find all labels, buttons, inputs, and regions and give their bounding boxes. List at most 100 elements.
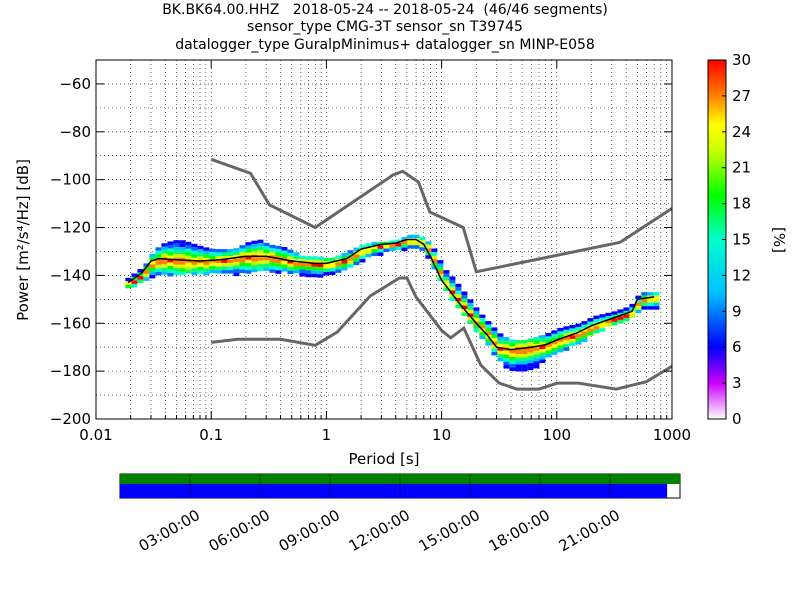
heatmap-cell — [329, 261, 336, 265]
heatmap-cell — [179, 243, 186, 248]
heatmap-cell — [557, 345, 564, 349]
heatmap-cell — [245, 256, 252, 260]
heatmap-cell — [395, 243, 402, 247]
heatmap-cell — [449, 286, 456, 291]
processed-coverage-bar — [120, 484, 668, 498]
heatmap-cell — [569, 342, 576, 346]
heatmap-cell — [179, 268, 186, 272]
heatmap-cell — [281, 254, 288, 258]
y-tick-label: −120 — [50, 219, 91, 237]
heatmap-cell — [377, 252, 384, 256]
heatmap-cell — [551, 347, 558, 352]
heatmap-cell — [257, 267, 264, 272]
heatmap-cell — [491, 334, 498, 338]
heatmap-cell — [533, 354, 540, 358]
heatmap-cell — [179, 271, 186, 276]
heatmap-cell — [515, 340, 522, 344]
heatmap-cell — [215, 259, 222, 264]
heatmap-cell — [149, 260, 156, 265]
heatmap-cell — [257, 246, 264, 251]
heatmap-cell — [161, 253, 168, 258]
y-tick-label: −180 — [50, 362, 91, 380]
heatmap-cell — [155, 257, 162, 262]
heatmap-cell — [263, 267, 270, 271]
heatmap-cell — [569, 331, 576, 336]
heatmap-cell — [179, 240, 186, 244]
heatmap-cell — [227, 266, 234, 271]
heatmap-cell — [263, 253, 270, 257]
heatmap-cell — [191, 268, 198, 272]
heatmap-cell — [545, 350, 552, 354]
heatmap-cell — [461, 305, 468, 310]
heatmap-cell — [215, 252, 222, 257]
heatmap-cell — [401, 240, 408, 245]
heatmap-cell — [551, 337, 558, 341]
heatmap-cell — [425, 241, 432, 245]
heatmap-cell — [491, 337, 498, 342]
colorbar-tick-label: 12 — [732, 266, 751, 284]
heatmap-cell — [143, 273, 150, 278]
chart-title-line-2: sensor_type CMG-3T sensor_sn T39745 — [247, 19, 523, 35]
heatmap-cell — [497, 336, 504, 341]
heatmap-cell — [557, 341, 564, 346]
chart-title-line-1: BK.BK64.00.HHZ 2018-05-24 -- 2018-05-24 … — [162, 2, 608, 18]
heatmap-cell — [485, 331, 492, 336]
y-tick-label: −80 — [59, 123, 91, 141]
y-tick-label: −140 — [50, 266, 91, 284]
heatmap-cell — [521, 350, 528, 355]
heatmap-cell — [275, 249, 282, 253]
colorbar-tick-label: 18 — [732, 195, 751, 213]
heatmap-cell — [533, 350, 540, 355]
heatmap-cell — [563, 343, 570, 348]
heatmap-cell — [341, 259, 348, 264]
heatmap-cell — [509, 363, 516, 368]
heatmap-cell — [233, 258, 240, 263]
heatmap-cell — [599, 328, 606, 332]
heatmap-cell — [197, 263, 204, 267]
heatmap-cell — [239, 262, 246, 267]
heatmap-cell — [323, 268, 330, 273]
heatmap-cell — [455, 283, 462, 288]
heatmap-cell — [215, 266, 222, 271]
heatmap-cell — [239, 252, 246, 256]
heatmap-cell — [317, 256, 324, 261]
heatmap-cell — [269, 244, 276, 249]
heatmap-cell — [251, 251, 258, 255]
heatmap-cell — [161, 243, 168, 247]
heatmap-cell — [509, 367, 516, 371]
heatmap-cell — [575, 341, 582, 345]
x-tick-label: 10 — [432, 426, 451, 444]
heatmap-cell — [227, 270, 234, 274]
heatmap-cell — [173, 264, 180, 269]
heatmap-cell — [335, 262, 342, 266]
heatmap-cell — [461, 302, 468, 306]
colorbar-tick-label: 9 — [732, 302, 742, 320]
heatmap-cell — [347, 264, 354, 268]
heatmap-cell — [449, 276, 456, 280]
heatmap-cell — [335, 269, 342, 273]
heatmap-cell — [647, 299, 654, 303]
heatmap-cell — [209, 252, 216, 256]
heatmap-cell — [611, 311, 618, 315]
heatmap-cell — [179, 247, 186, 251]
heatmap-cell — [305, 263, 312, 267]
heatmap-cell — [509, 339, 516, 343]
heatmap-cell — [287, 260, 294, 264]
coverage-time-label: 09:00:00 — [276, 506, 343, 555]
heatmap-cell — [593, 319, 600, 323]
heatmap-cell — [233, 272, 240, 277]
heatmap-cell — [629, 303, 636, 308]
heatmap-cell — [203, 257, 210, 262]
heatmap-cell — [455, 294, 462, 298]
heatmap-cell — [527, 338, 534, 343]
heatmap-cell — [245, 252, 252, 257]
heatmap-cell — [575, 327, 582, 331]
heatmap-cell — [437, 270, 444, 275]
heatmap-cell — [275, 259, 282, 264]
heatmap-cell — [203, 261, 210, 265]
colorbar-tick-label: 27 — [732, 87, 751, 105]
heatmap-cell — [155, 271, 162, 276]
heatmap-cell — [353, 254, 360, 259]
heatmap-cell — [197, 266, 204, 271]
heatmap-cell — [275, 266, 282, 271]
